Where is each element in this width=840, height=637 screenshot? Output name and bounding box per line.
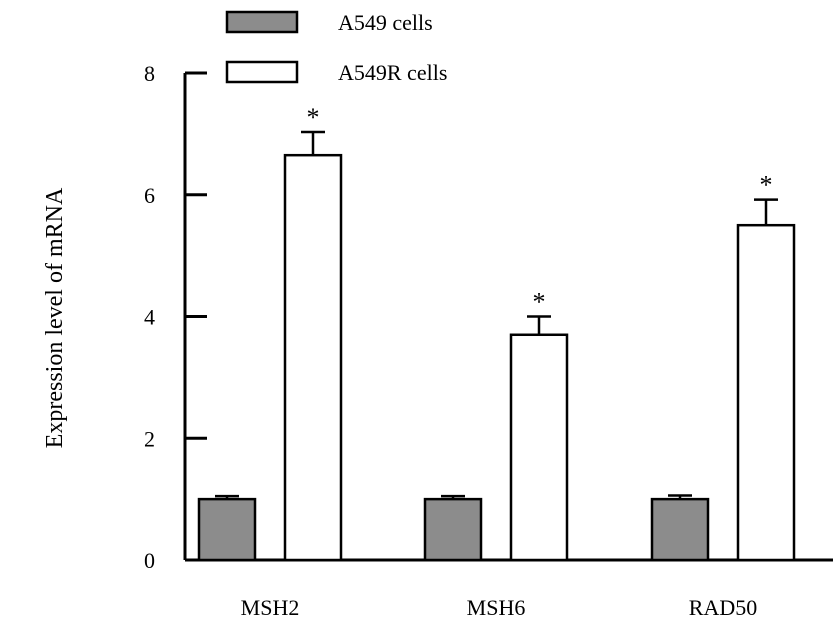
x-tick-label: RAD50 [689,595,757,620]
y-tick-label: 2 [144,426,155,451]
legend-label: A549R cells [338,60,447,85]
significance-marker: * [307,103,320,132]
bar-rad50-a549r [736,223,796,562]
legend-label: A549 cells [338,10,433,35]
legend-swatch [225,60,299,84]
x-tick-label: MSH2 [241,595,300,620]
bar-msh6-a549r [509,333,569,562]
significance-marker: * [533,288,546,317]
legend-swatch [225,10,299,34]
y-tick-label: 8 [144,61,155,86]
bar-msh2-a549r [283,153,343,562]
category-labels: MSH2 MSH6 RAD50 [241,595,758,620]
y-tick-label: 4 [144,305,155,330]
significance-marker: * [760,171,773,200]
bars: * * * [197,103,796,562]
bar-msh2-a549 [197,497,257,562]
y-tick-label: 6 [144,183,155,208]
x-tick-label: MSH6 [467,595,526,620]
legend: A549 cells A549R cells [225,10,447,85]
bar-rad50-a549 [650,497,710,562]
bar-msh6-a549 [423,497,483,562]
y-axis-label: Expression level of mRNA [42,187,68,448]
y-tick-label: 0 [144,548,155,573]
y-axis: 0 2 4 6 8 [144,61,207,573]
